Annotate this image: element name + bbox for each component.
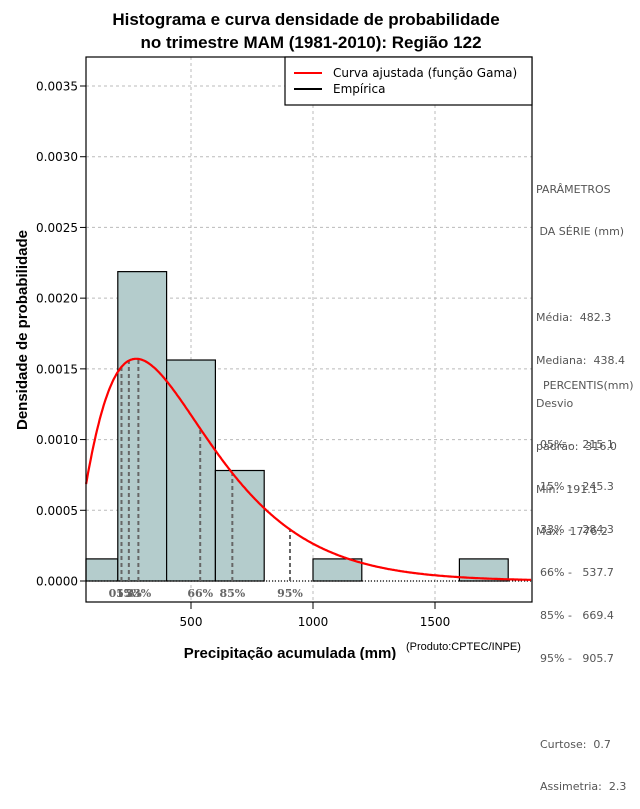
y-tick-label: 0.0035 — [36, 80, 78, 94]
percentile-95: 95% - 905.7 — [540, 652, 614, 666]
chart-title: Histograma e curva densidade de probabil… — [112, 10, 499, 29]
x-tick-label: 1500 — [420, 615, 451, 629]
params-title-line2: DA SÉRIE (mm) — [536, 225, 625, 239]
percentile-label-15: 15% — [116, 587, 142, 600]
param-sd-label: Desvio — [536, 396, 574, 410]
param-min: Mín: 191.1 — [536, 482, 598, 496]
histogram-bar — [214, 469, 265, 582]
percentile-66: 66% - 537.7 — [540, 566, 614, 580]
y-tick-label: 0.0030 — [36, 150, 78, 164]
percentile-label-05: 05% — [109, 587, 135, 600]
x-tick-label: 500 — [180, 615, 203, 629]
histogram-bars — [85, 271, 509, 582]
product-credit: (Produto:CPTEC/INPE) — [406, 641, 521, 653]
percentile-05: 05% - 215.1 — [540, 437, 614, 451]
percentiles-title: PERCENTIS(mm) — [543, 379, 634, 392]
histogram-bar — [166, 359, 217, 582]
y-tick-label: 0.0000 — [36, 575, 78, 589]
y-tick-label: 0.0025 — [36, 221, 78, 235]
params-title-line1: PARÂMETROS — [536, 182, 611, 196]
gamma-density-curve — [85, 357, 532, 581]
percentile-85: 85% - 669.4 — [540, 609, 614, 623]
param-sd-value: padrão: 316.0 — [536, 439, 617, 453]
percentile-label-85: 85% — [219, 587, 245, 600]
x-axis-title: Precipitação acumulada (mm) — [184, 645, 397, 660]
param-median: Mediana: 438.4 — [536, 353, 625, 367]
percentile-lines — [120, 358, 291, 581]
percentiles-panel: 05% - 215.1 15% - 245.3 33% - 284.3 66% … — [540, 409, 626, 809]
legend-label-empirical: Empírica — [333, 82, 385, 96]
legend: Curva ajustada (função Gama) Empírica — [284, 56, 533, 106]
series-parameters-panel: PARÂMETROS DA SÉRIE (mm) Média: 482.3 Me… — [536, 154, 625, 554]
histogram-bar — [458, 558, 509, 582]
y-tick-label: 0.0015 — [36, 362, 78, 376]
y-tick-label: 0.0020 — [36, 292, 78, 306]
y-tick-label: 0.0010 — [36, 433, 78, 447]
percentile-labels: 05%15%33% 66% 85% 95% — [109, 587, 304, 600]
histogram-chart: Histograma e curva densidade de probabil… — [14, 10, 533, 660]
stat-skewness: Assimetria: 2.3 — [540, 780, 627, 794]
y-tick-label: 0.0005 — [36, 504, 78, 518]
x-axis: 500 1000 1500 — [180, 602, 451, 629]
legend-label-curve: Curva ajustada (função Gama) — [333, 66, 517, 80]
histogram-bar — [117, 271, 168, 582]
chart-subtitle: no trimestre MAM (1981-2010): Região 122 — [140, 33, 481, 52]
percentile-label-33: 33% — [125, 587, 151, 600]
histogram-bar — [312, 558, 363, 582]
param-max: Máx: 1776.2 — [536, 525, 608, 539]
percentile-15: 15% - 245.3 — [540, 480, 614, 494]
stat-kurtosis: Curtose: 0.7 — [540, 737, 611, 751]
percentile-label-66: 66% — [187, 587, 213, 600]
percentile-33: 33% - 284.3 — [540, 523, 614, 537]
legend-box — [284, 56, 533, 106]
x-tick-label: 1000 — [298, 615, 329, 629]
percentile-label-95: 95% — [277, 587, 303, 600]
histogram-bar — [85, 558, 119, 582]
param-mean: Média: 482.3 — [536, 310, 612, 324]
y-axis-title: Densidade de probabilidade — [14, 230, 31, 430]
y-axis: 0.0000 0.0005 0.0010 0.0015 0.0020 0.0025 0.00… — [36, 80, 86, 589]
